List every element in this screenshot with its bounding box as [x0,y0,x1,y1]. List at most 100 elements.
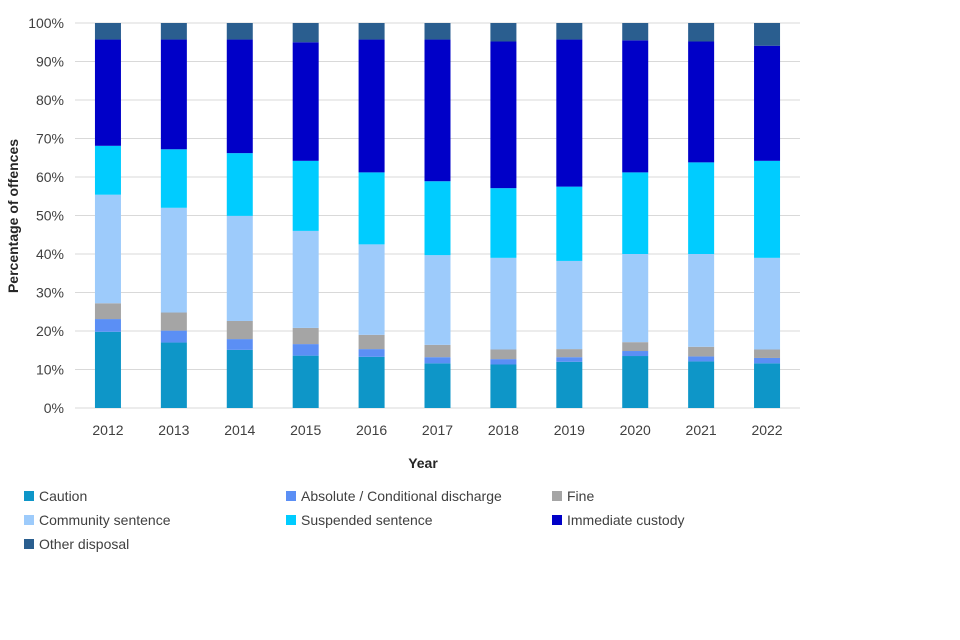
bar-segment-absolute-conditional-discharge-2022 [754,357,781,364]
legend-item: Other disposal [24,536,129,552]
bar-segment-suspended-sentence-2021 [688,162,715,254]
legend-swatch [24,539,34,549]
bar-segment-other-disposal-2016 [358,23,385,40]
bar-segment-other-disposal-2012 [94,23,121,40]
bar-segment-caution-2014 [226,349,253,408]
legend-label: Other disposal [39,536,130,552]
bar-segment-absolute-conditional-discharge-2015 [292,344,319,356]
bar-segment-caution-2013 [160,342,187,408]
bar-segment-fine-2019 [556,349,583,358]
bar-segment-absolute-conditional-discharge-2013 [160,330,187,343]
bar-segment-other-disposal-2014 [226,23,253,40]
bar-segment-community-sentence-2012 [94,194,121,304]
bar-segment-community-sentence-2013 [160,207,187,313]
bar-segment-immediate-custody-2021 [688,41,715,163]
bar-segment-other-disposal-2021 [688,23,715,42]
bar-segment-fine-2020 [622,342,649,352]
y-tick-label: 60% [36,169,64,185]
bar-segment-absolute-conditional-discharge-2016 [358,349,385,357]
bar-segment-other-disposal-2019 [556,23,583,40]
bar-segment-fine-2016 [358,334,385,350]
bar-segment-suspended-sentence-2020 [622,172,649,254]
x-tick-label: 2021 [686,422,717,438]
y-tick-label: 20% [36,323,64,339]
bar-segment-other-disposal-2015 [292,23,319,43]
y-tick-label: 100% [28,15,64,31]
y-tick-label: 70% [36,131,64,147]
bar-segment-other-disposal-2013 [160,23,187,40]
x-tick-label: 2019 [554,422,585,438]
legend-item: Absolute / Conditional discharge [286,488,502,504]
y-tick-label: 50% [36,208,64,224]
bar-segment-immediate-custody-2015 [292,42,319,161]
bar-segment-fine-2018 [490,349,517,360]
bar-segment-caution-2019 [556,361,583,408]
y-axis-ticks: 0% 10% 20% 30% 40% 50% 60% 70% 80% 90% 100% [28,15,64,416]
bar-segment-suspended-sentence-2019 [556,186,583,261]
bar-segment-caution-2012 [94,331,121,408]
bar-segment-fine-2013 [160,312,187,331]
y-axis-title: Percentage of offences [5,139,21,293]
bar-segment-suspended-sentence-2015 [292,160,319,231]
x-tick-label: 2013 [158,422,189,438]
bar-segment-absolute-conditional-discharge-2017 [424,357,451,364]
y-tick-label: 40% [36,246,64,262]
bar-segment-immediate-custody-2013 [160,39,187,150]
legend-swatch [552,515,562,525]
bar-segment-fine-2015 [292,327,319,345]
x-tick-label: 2014 [224,422,255,438]
bar-segment-immediate-custody-2017 [424,39,451,182]
legend-label: Fine [567,488,595,504]
legend-label: Immediate custody [567,512,685,528]
legend-swatch [286,515,296,525]
legend-label: Caution [39,488,88,504]
bar-segment-suspended-sentence-2012 [94,145,121,195]
legend-item: Suspended sentence [286,512,433,528]
x-axis-title: Year [408,455,438,471]
bar-segment-other-disposal-2018 [490,23,517,42]
bar-segment-other-disposal-2020 [622,23,649,41]
bar-segment-other-disposal-2017 [424,23,451,40]
bar-segment-immediate-custody-2016 [358,39,385,173]
y-tick-label: 80% [36,92,64,108]
bar-segment-suspended-sentence-2013 [160,149,187,208]
legend-label: Suspended sentence [301,512,433,528]
x-tick-label: 2012 [92,422,123,438]
bar-segment-suspended-sentence-2018 [490,188,517,258]
bar-segment-caution-2022 [754,363,781,408]
bar-segment-fine-2017 [424,344,451,358]
legend-swatch [286,491,296,501]
x-tick-label: 2017 [422,422,453,438]
y-tick-label: 30% [36,285,64,301]
bar-segment-fine-2014 [226,320,253,340]
legend-item: Immediate custody [552,512,685,528]
x-axis-ticks: 2012 2013 2014 2015 2016 2017 2018 2019 2020 2021… [92,422,782,438]
bar-segment-suspended-sentence-2022 [754,160,781,258]
bar-segment-immediate-custody-2018 [490,41,517,189]
x-tick-label: 2022 [751,422,782,438]
bar-segment-immediate-custody-2014 [226,39,253,154]
stacked-bar-chart: 0%10%20%30%40%50%60%70%80%90%100% 2012 20… [5,15,800,471]
bar-segment-suspended-sentence-2014 [226,153,253,216]
legend-item: Community sentence [24,512,171,528]
bar-segment-fine-2022 [754,349,781,358]
x-tick-label: 2020 [620,422,651,438]
bar-segment-community-sentence-2022 [754,257,781,350]
y-tick-label: 0% [44,400,64,416]
bars [94,23,781,408]
legend-swatch [24,515,34,525]
x-tick-label: 2018 [488,422,519,438]
bar-segment-community-sentence-2016 [358,244,385,335]
bar-segment-caution-2020 [622,356,649,408]
legend-label: Absolute / Conditional discharge [301,488,502,504]
x-tick-label: 2015 [290,422,321,438]
bar-segment-absolute-conditional-discharge-2020 [622,351,649,357]
bar-segment-absolute-conditional-discharge-2019 [556,357,583,362]
bar-segment-caution-2016 [358,356,385,408]
bar-segment-other-disposal-2022 [754,23,781,46]
y-tick-label: 10% [36,362,64,378]
bar-segment-community-sentence-2014 [226,215,253,321]
bar-segment-caution-2015 [292,355,319,408]
bar-segment-community-sentence-2021 [688,254,715,347]
bar-segment-absolute-conditional-discharge-2021 [688,356,715,362]
